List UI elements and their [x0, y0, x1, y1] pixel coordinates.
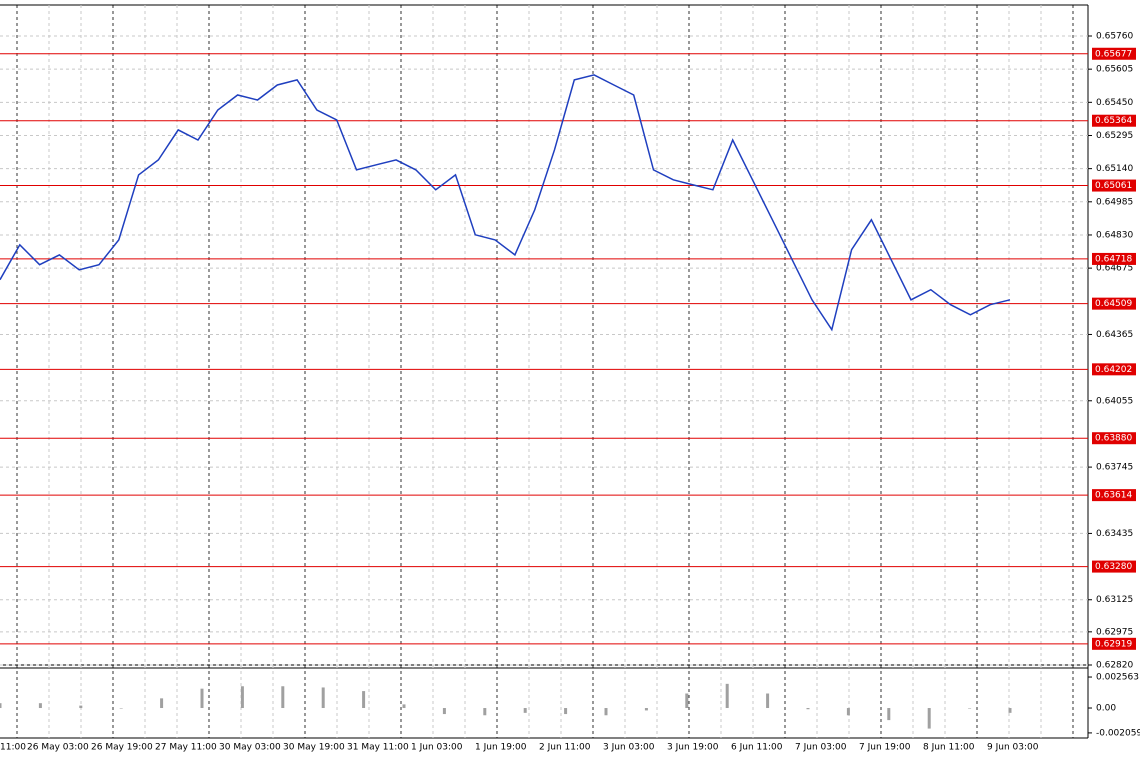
histogram-bar [968, 708, 972, 709]
y-tick-label: 0.62820 [1096, 661, 1133, 671]
x-tick-label: 7 Jun 03:00 [795, 743, 847, 753]
y-tick-label: 0.65450 [1096, 98, 1133, 108]
histogram-bar [402, 704, 406, 709]
level-label: 0.63880 [1095, 434, 1132, 444]
y-tick-label: 0.64365 [1096, 330, 1133, 340]
histogram-bar [564, 708, 568, 715]
price-line [0, 74, 1011, 332]
y-tick-label: 0.64985 [1096, 197, 1133, 207]
x-tick-label: 7 Jun 19:00 [859, 743, 911, 753]
y-tick-label: 0.63745 [1096, 463, 1133, 473]
level-label: 0.65364 [1095, 116, 1132, 126]
histogram-bar [321, 687, 325, 709]
level-label: 0.64202 [1095, 365, 1132, 375]
vertical-grid [16, 5, 1074, 738]
y-tick-label: 0.65760 [1096, 32, 1133, 42]
level-tag [1092, 432, 1136, 445]
level-tag [1092, 179, 1136, 192]
histogram-bar [38, 703, 42, 709]
x-tick-label: 3 Jun 19:00 [667, 743, 719, 753]
level-label: 0.64718 [1095, 254, 1132, 264]
x-tick-label: 31 May 11:00 [347, 743, 409, 753]
histogram-bar [281, 686, 285, 709]
level-label: 0.64509 [1095, 299, 1132, 309]
histogram-bar [806, 708, 810, 710]
histogram-bar [79, 705, 83, 709]
histogram-bar [483, 708, 487, 716]
histogram-bar [200, 688, 204, 709]
histogram-bar [160, 698, 164, 709]
y-tick-label: 0.65295 [1096, 131, 1133, 141]
x-tick-label: 27 May 11:00 [155, 743, 217, 753]
level-label: 0.65677 [1095, 49, 1132, 59]
y-tick-label: 0.63435 [1096, 529, 1133, 539]
level-label: 0.63614 [1095, 491, 1132, 501]
histogram-bar [0, 703, 2, 709]
x-tick-label: 6 Jun 11:00 [731, 743, 783, 753]
y-tick-label: 0.002563 [1096, 673, 1139, 683]
x-tick-label: 11:00 [0, 743, 26, 753]
level-tag [1092, 114, 1136, 127]
x-tick-label: 26 May 03:00 [27, 743, 89, 753]
histogram-bar [644, 708, 648, 711]
level-label: 0.65061 [1095, 181, 1132, 191]
histogram-bar [685, 693, 689, 709]
x-tick-label: 26 May 19:00 [91, 743, 153, 753]
histogram-bar [927, 708, 931, 729]
y-tick-label: -0.002059 [1096, 728, 1140, 738]
x-tick-label: 1 Jun 19:00 [475, 743, 527, 753]
histogram-bar [846, 708, 850, 716]
y-tick-label: 0.63125 [1096, 595, 1133, 605]
y-tick-label: 0.64055 [1096, 396, 1133, 406]
x-tick-label: 3 Jun 03:00 [603, 743, 655, 753]
level-tag [1092, 363, 1136, 376]
y-tick-label: 0.64675 [1096, 264, 1133, 274]
histogram-bar [442, 708, 446, 715]
x-tick-label: 30 May 03:00 [219, 743, 281, 753]
level-tag [1092, 560, 1136, 573]
level-tag [1092, 297, 1136, 310]
x-tick-label: 1 Jun 03:00 [411, 743, 463, 753]
histogram-bar [362, 691, 366, 709]
x-tick-label: 8 Jun 11:00 [923, 743, 975, 753]
level-tag [1092, 489, 1136, 502]
histogram-bar [240, 686, 244, 709]
y-tick-label: 0.64830 [1096, 230, 1133, 240]
x-tick-label: 9 Jun 03:00 [987, 743, 1039, 753]
y-tick-label: 0.65605 [1096, 65, 1133, 75]
x-tick-label: 2 Jun 11:00 [539, 743, 591, 753]
level-label: 0.62919 [1095, 639, 1132, 649]
histogram-bar [887, 708, 891, 721]
histogram-bar [119, 708, 123, 709]
histogram-bar [604, 708, 608, 716]
histogram-bar [725, 683, 729, 709]
level-tag [1092, 637, 1136, 650]
level-tag [1092, 47, 1136, 60]
y-tick-label: 0.62975 [1096, 627, 1133, 637]
histogram-bar [1008, 708, 1012, 713]
x-tick-label: 30 May 19:00 [283, 743, 345, 753]
level-tag [1092, 252, 1136, 265]
histogram-bar [523, 708, 527, 713]
y-tick-label: 0.00 [1096, 704, 1116, 714]
y-tick-label: 0.65140 [1096, 164, 1133, 174]
level-label: 0.63280 [1095, 562, 1132, 572]
histogram-bar [766, 693, 770, 709]
